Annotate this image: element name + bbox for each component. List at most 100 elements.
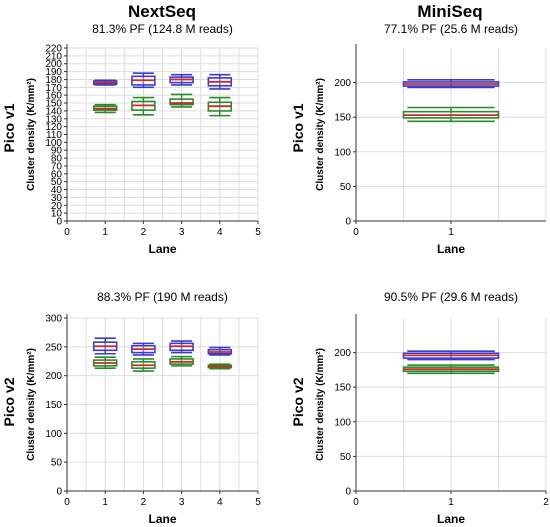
y-tick-label: 120 [45,122,62,133]
y-axis-label: Cluster density (K/mm²) [26,78,37,191]
box-green-lane-1 [92,356,118,369]
y-tick-label: 100 [45,138,62,149]
y-tick-label: 200 [334,348,351,359]
y-axis-label: Cluster density (K/mm²) [26,348,37,461]
chart-panel-1: 81.3% PF (124.8 M reads)0 1 2 3 4 50102030405… [26,22,261,256]
x-tick-label: 5 [255,497,261,508]
box-blue-lane-1 [402,79,500,89]
chart-panel-3: 88.3% PF (190 M reads)0 1 2 3 4 5050100150200… [26,290,261,526]
box-blue-lane-4 [207,346,233,356]
x-tick-label: 2 [543,497,549,508]
y-tick-label: 40 [51,185,63,196]
y-axis-label: Cluster density (K/mm²) [315,348,326,461]
chart-panel-2: 77.1% PF (25.6 M reads) 0 1 0 50 100 150 200 Lan… [315,22,547,256]
y-tick-label: 0 [345,487,351,498]
y-tick-label: 150 [45,400,62,411]
y-tick-label: 130 [45,114,62,125]
y-tick-label: 110 [46,130,62,141]
y-tick-label: 200 [334,78,351,89]
box-blue-lane-3 [169,73,194,86]
x-tick-label: 2 [141,227,147,238]
row-header-pico-v2-left: Pico v2 [1,377,17,426]
chart-title: 77.1% PF (25.6 M reads) [384,22,518,36]
x-tick-label: 1 [102,497,108,508]
x-tick-label: 1 [102,227,108,238]
chart-panel-4: 90.5% PF (29.6 M reads) 0 1 2 0 50 100 150 200 La… [315,290,549,526]
x-axis-label: Lane [437,242,465,256]
box-green-lane-3 [169,355,194,367]
x-tick-label: 0 [353,497,359,508]
y-tick-label: 90 [51,146,63,157]
x-axis-label: Lane [148,242,176,256]
box-green-lane-2 [131,358,156,372]
y-tick-label: 50 [51,177,63,188]
column-header-nextseq: NextSeq [128,2,196,21]
x-tick-label: 1 [448,497,454,508]
box-green-lane-2 [131,96,156,116]
y-tick-label: 80 [51,154,63,165]
box-green-lane-3 [169,93,194,108]
x-axis-label: Lane [148,512,176,526]
x-tick-label: 1 [448,227,454,238]
y-tick-label: 160 [45,91,62,102]
y-axis-label: Cluster density (K/mm²) [315,78,326,191]
y-tick-label: 100 [45,429,62,440]
x-tick-label: 4 [217,227,223,238]
y-tick-label: 180 [45,75,62,86]
x-tick-label: 3 [179,227,185,238]
chart-title: 81.3% PF (124.8 M reads) [92,22,233,36]
y-tick-label: 100 [334,417,351,428]
y-tick-label: 150 [45,99,62,110]
y-tick-label: 10 [51,209,63,220]
x-axis-label: Lane [437,512,465,526]
box-green-lane-1 [402,364,500,375]
box-blue-lane-1 [92,79,118,86]
box-blue-lane-1 [402,350,500,361]
y-tick-label: 0 [56,487,62,498]
y-tick-label: 190 [45,67,62,78]
row-header-pico-v1-right: Pico v1 [290,103,306,152]
x-tick-label: 0 [64,227,70,238]
y-tick-label: 20 [51,201,63,212]
y-tick-label: 50 [340,182,352,193]
row-header-pico-v1-left: Pico v1 [1,103,17,152]
box-iqr [169,98,194,106]
x-tick-label: 3 [179,497,185,508]
y-tick-label: 50 [51,458,63,469]
x-tick-label: 0 [64,497,70,508]
y-tick-label: 150 [334,383,351,394]
x-tick-label: 4 [217,497,223,508]
y-tick-label: 0 [56,217,62,228]
y-tick-label: 170 [45,83,62,94]
y-tick-label: 200 [45,371,62,382]
y-tick-label: 150 [334,113,351,124]
box-green-lane-1 [92,103,118,114]
x-tick-label: 5 [255,227,261,238]
x-tick-label: 2 [141,497,147,508]
y-tick-label: 60 [51,169,63,180]
y-tick-label: 300 [45,314,62,325]
chart-title: 90.5% PF (29.6 M reads) [384,290,518,304]
y-tick-label: 100 [334,147,351,158]
y-tick-label: 70 [51,161,63,172]
box-blue-lane-2 [131,72,156,89]
box-green-lane-4 [207,96,233,117]
box-blue-lane-2 [131,342,156,356]
box-blue-lane-4 [207,73,233,90]
x-tick-label: 0 [353,227,359,238]
y-tick-label: 210 [45,51,62,62]
box-green-lane-1 [402,106,500,123]
column-header-miniseq: MiniSeq [417,2,482,21]
y-tick-label: 0 [345,217,351,228]
row-header-pico-v2-right: Pico v2 [290,377,306,426]
y-tick-label: 220 [45,44,62,55]
y-tick-label: 50 [340,452,352,463]
y-tick-label: 140 [45,106,62,117]
chart-title: 88.3% PF (190 M reads) [97,290,228,304]
y-tick-label: 200 [45,59,62,70]
box-blue-lane-1 [92,337,118,355]
y-tick-label: 250 [45,342,62,353]
box-blue-lane-3 [169,340,194,354]
y-tick-label: 30 [51,193,63,204]
